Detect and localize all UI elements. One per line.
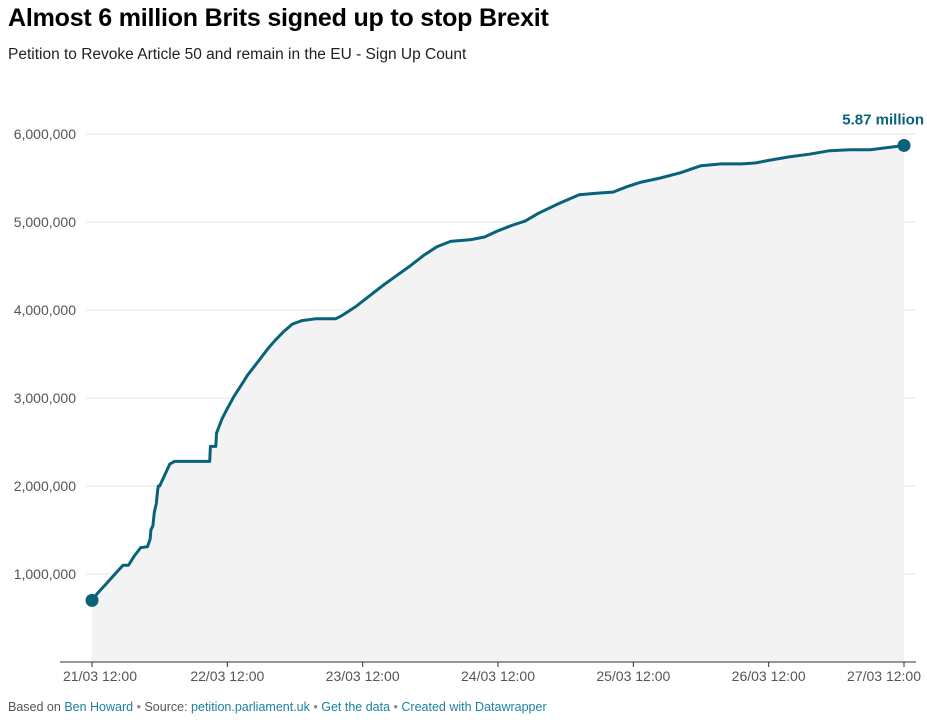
y-tick-label: 3,000,000 xyxy=(14,390,76,406)
chart-subtitle: Petition to Revoke Article 50 and remain… xyxy=(8,46,467,63)
chart-canvas: 1,000,000 2,000,000 3,000,000 4,000,000 5,00… xyxy=(14,111,924,684)
series-line xyxy=(90,143,906,602)
footer-separator: • xyxy=(313,700,318,714)
start-point-marker xyxy=(85,593,99,607)
y-tick-label: 5,000,000 xyxy=(14,214,76,230)
datawrapper-link[interactable]: Created with Datawrapper xyxy=(401,700,547,714)
footer-separator: • xyxy=(136,700,141,714)
line-layer xyxy=(85,138,911,607)
x-tick-label: 23/03 12:00 xyxy=(326,668,400,684)
chart-title: Almost 6 million Brits signed up to stop… xyxy=(8,4,549,32)
chart-footer: Based on Ben Howard • Source: petition.p… xyxy=(8,700,547,714)
x-tick-label: 22/03 12:00 xyxy=(190,668,264,684)
axes xyxy=(60,661,916,667)
get-data-link[interactable]: Get the data xyxy=(321,700,391,714)
x-tick-label: 27/03 12:00 xyxy=(847,668,921,684)
labels: 1,000,000 2,000,000 3,000,000 4,000,000 5,00… xyxy=(14,111,924,684)
y-tick-label: 4,000,000 xyxy=(14,302,76,318)
area-layer xyxy=(92,145,904,662)
based-on-link[interactable]: Ben Howard xyxy=(64,700,134,714)
source-label: Source: xyxy=(144,700,188,714)
x-tick-label: 25/03 12:00 xyxy=(596,668,670,684)
y-tick-label: 2,000,000 xyxy=(14,478,76,494)
series-area xyxy=(92,145,904,662)
y-tick-label: 6,000,000 xyxy=(14,126,76,142)
end-value-label: 5.87 million xyxy=(842,111,924,128)
end-point-marker xyxy=(897,138,911,152)
footer-separator: • xyxy=(393,700,398,714)
x-tick-label: 26/03 12:00 xyxy=(732,668,806,684)
based-on-label: Based on xyxy=(8,700,61,714)
source-link[interactable]: petition.parliament.uk xyxy=(191,700,310,714)
x-tick-label: 24/03 12:00 xyxy=(461,668,535,684)
y-tick-label: 1,000,000 xyxy=(14,566,76,582)
x-tick-label: 21/03 12:00 xyxy=(63,668,137,684)
